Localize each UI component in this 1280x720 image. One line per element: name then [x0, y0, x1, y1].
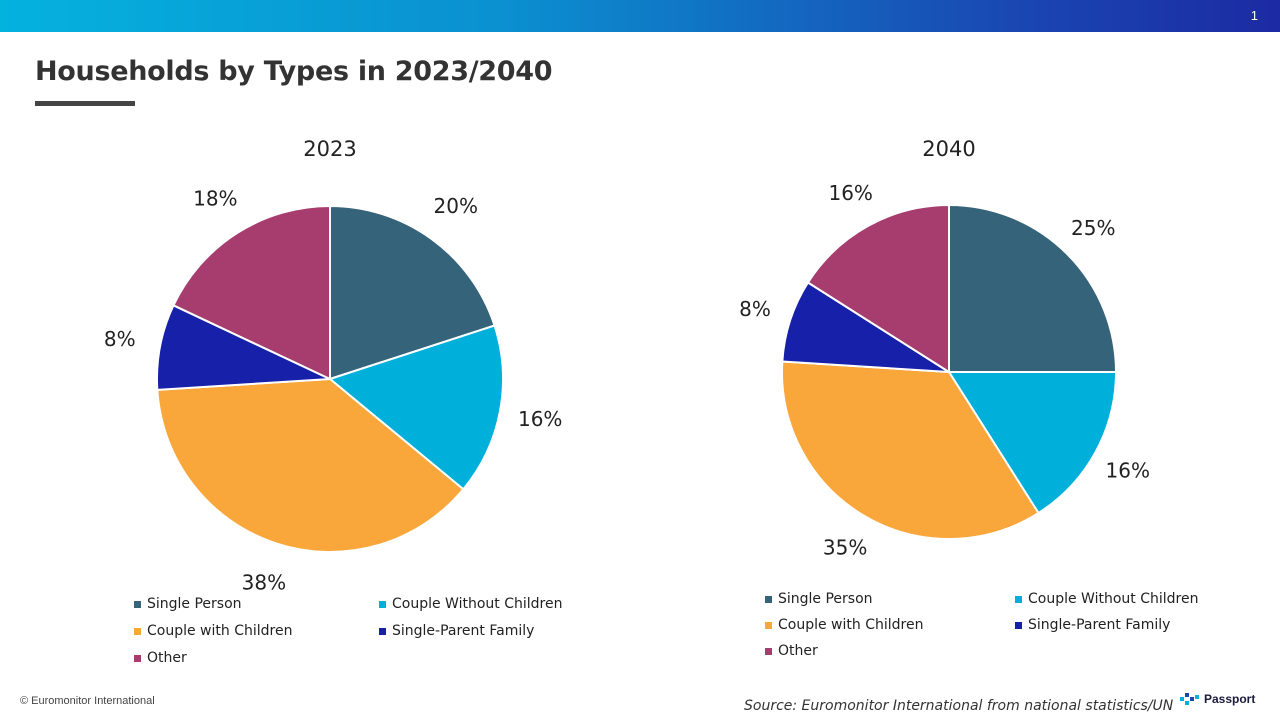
- legend-swatch: [765, 647, 772, 655]
- legend-swatch: [379, 600, 386, 608]
- legend-item-single-person: Single Person: [134, 596, 242, 612]
- slice-label-2023-couple-without-children: 16%: [518, 407, 562, 431]
- chart-title-2040: 2040: [922, 137, 975, 161]
- legend-item-single-person: Single Person: [765, 591, 873, 607]
- slice-label-2040-single-parent-family: 8%: [739, 297, 771, 321]
- title-underline: [35, 101, 135, 106]
- legend-swatch: [1015, 595, 1022, 603]
- page-title: Households by Types in 2023/2040: [35, 56, 553, 87]
- pie-slice-2040-couple-without-children: [947, 371, 1118, 515]
- legend-item-other: Other: [765, 643, 818, 659]
- source-note: Source: Euromonitor International from n…: [744, 698, 1174, 714]
- legend-label: Single Person: [147, 596, 242, 612]
- legend-swatch: [765, 595, 772, 603]
- brand-name: Passport: [1204, 692, 1256, 706]
- legend-item-single-parent-family: Single-Parent Family: [379, 623, 534, 639]
- legend-swatch: [134, 654, 141, 662]
- legend-label: Couple Without Children: [1028, 591, 1199, 607]
- legend-swatch: [134, 600, 141, 608]
- legend-item-other: Other: [134, 650, 187, 666]
- legend-label: Other: [778, 643, 818, 659]
- pie-slice-2040-other: [806, 203, 950, 374]
- slice-label-2040-single-person: 25%: [1071, 216, 1115, 240]
- slice-label-2023-single-person: 20%: [434, 194, 478, 218]
- chart-title-2023: 2023: [303, 137, 356, 161]
- legend-swatch: [1015, 621, 1022, 629]
- legend-label: Couple with Children: [778, 617, 924, 633]
- legend-swatch: [134, 627, 141, 635]
- legend-swatch: [765, 621, 772, 629]
- pie-slice-2040-single-person: [948, 203, 1118, 373]
- legend-item-couple-with-children: Couple with Children: [765, 617, 923, 633]
- legend-label: Single-Parent Family: [1028, 617, 1171, 633]
- slice-label-2040-couple-without-children: 16%: [1106, 458, 1150, 482]
- pie-slice-2023-other: [172, 204, 331, 381]
- pie-slice-2040-couple-with-children: [781, 360, 1040, 540]
- legend-label: Couple Without Children: [392, 596, 563, 612]
- pie-slice-2023-single-person: [329, 204, 496, 381]
- page-number: 1: [1250, 8, 1258, 23]
- legend-label: Other: [147, 650, 187, 666]
- slice-label-2040-other: 16%: [828, 181, 872, 205]
- legend-label: Couple with Children: [147, 623, 293, 639]
- passport-logo-icon: [1180, 693, 1199, 705]
- slice-label-2040-couple-with-children: 35%: [823, 536, 867, 560]
- legend-item-couple-without-children: Couple Without Children: [1015, 591, 1198, 607]
- slice-label-2023-couple-with-children: 38%: [242, 571, 286, 595]
- pie-slice-2023-couple-without-children: [327, 324, 504, 491]
- legend-item-single-parent-family: Single-Parent Family: [1015, 617, 1170, 633]
- top-banner: 1: [0, 0, 1280, 32]
- legend-swatch: [379, 627, 386, 635]
- legend-item-couple-with-children: Couple with Children: [134, 623, 292, 639]
- legend-label: Single-Parent Family: [392, 623, 535, 639]
- copyright: © Euromonitor International: [20, 695, 155, 707]
- legend-label: Single Person: [778, 591, 873, 607]
- pie-slice-2023-couple-with-children: [156, 377, 465, 553]
- legend-item-couple-without-children: Couple Without Children: [379, 596, 562, 612]
- brand-logo: Passport: [1180, 692, 1255, 706]
- slice-label-2023-single-parent-family: 8%: [104, 327, 136, 351]
- slice-label-2023-other: 18%: [193, 186, 237, 210]
